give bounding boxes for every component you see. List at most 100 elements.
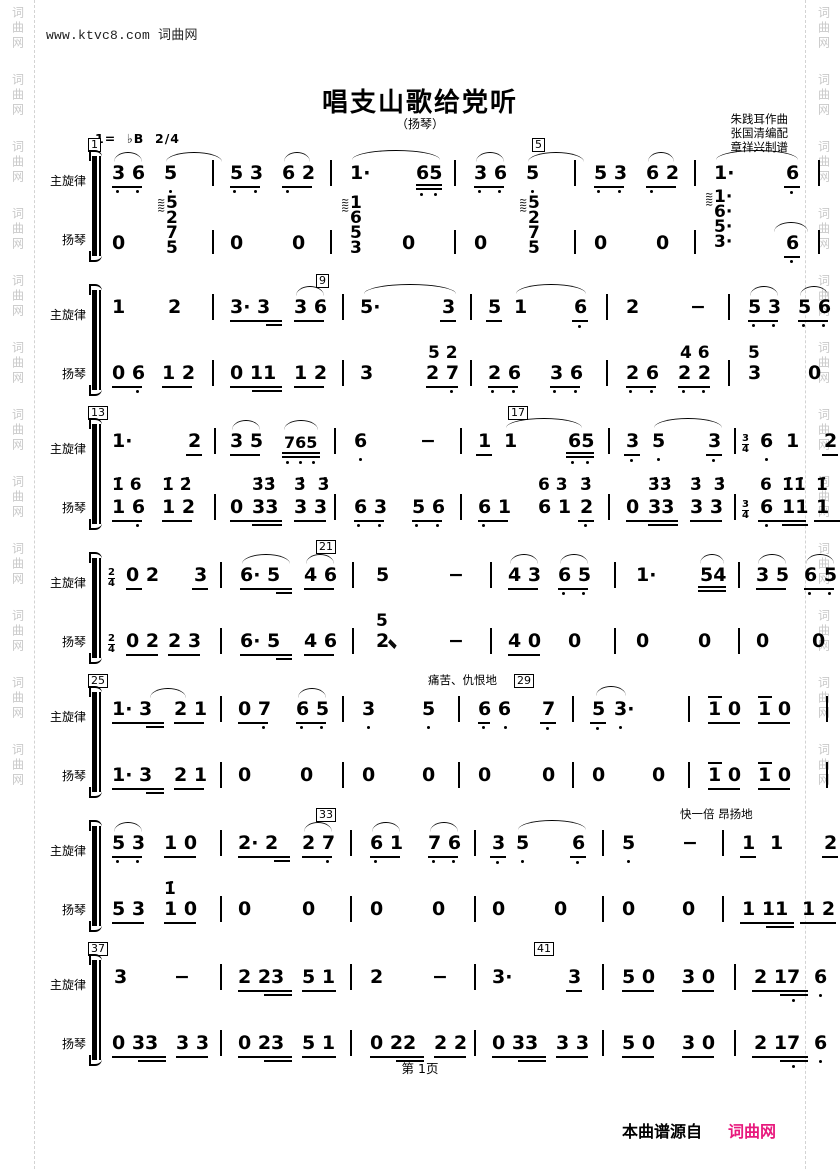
source-text: 本曲谱源自 bbox=[621, 1122, 702, 1141]
watermark-text: 词曲网 bbox=[816, 207, 831, 252]
staff-labels: 主旋律 扬琴 bbox=[40, 954, 88, 1066]
staff-labels: 主旋律 扬琴 bbox=[40, 686, 88, 798]
score-area: 1 5 主旋律 扬琴 3 6 5 bbox=[40, 138, 840, 1088]
melody-staff: 5 3 1 0 2· 2 2 7 6 1 bbox=[102, 820, 838, 874]
measure-number: 37 bbox=[88, 942, 108, 956]
watermark-text: 词曲网 bbox=[10, 475, 25, 520]
staves: 1· 2 3 5 765 6 − bbox=[102, 418, 840, 530]
system-brace bbox=[88, 418, 102, 530]
system-brace bbox=[88, 150, 102, 262]
watermark-text: 词曲网 bbox=[10, 408, 25, 453]
yangqin-staff: 0 33 3 3 0 23 5 1 0 22 2 2 bbox=[102, 1008, 827, 1068]
measure-number: 25 bbox=[88, 674, 108, 688]
watermark-text: 词曲网 bbox=[816, 274, 831, 319]
watermark-text: 词曲网 bbox=[10, 73, 25, 118]
credits-block: 朱践耳作曲 张国清编配 章祥兴制谱 bbox=[731, 112, 789, 154]
staff-label-melody: 主旋律 bbox=[49, 710, 86, 724]
system-brace bbox=[88, 820, 102, 932]
page-subtitle: （扬琴） bbox=[395, 117, 444, 131]
watermark-text: 词曲网 bbox=[816, 743, 831, 788]
staff-label-yangqin: 扬琴 bbox=[61, 903, 86, 917]
measure-number: 41 bbox=[534, 942, 554, 956]
site-url: www.ktvc8.com bbox=[46, 28, 151, 43]
watermark-text: 词曲网 bbox=[10, 6, 25, 51]
staves: 3 6 5 5 3 6 2 bbox=[102, 150, 820, 263]
system-2: 9 主旋律 扬琴 1 2 3· 3 3 6 bbox=[40, 274, 831, 396]
staff-labels: 主旋律 扬琴 bbox=[40, 820, 88, 932]
measure-number: 21 bbox=[316, 540, 336, 554]
source-brand: 词曲网 bbox=[727, 1122, 776, 1141]
arpeggio-icon: ≀≀≀≀≀ bbox=[703, 192, 714, 206]
page-number: 第 1页 bbox=[401, 1061, 439, 1076]
site-name: 词曲网 bbox=[158, 28, 198, 43]
page-title: 唱支山歌给党听 bbox=[321, 88, 518, 118]
system-7: 37 41 主旋律 扬琴 3 − 2 23 5 1 bbox=[40, 942, 827, 1068]
measure-number: 5 bbox=[532, 138, 545, 152]
watermark-text: 词曲网 bbox=[816, 6, 831, 51]
staff-label-yangqin: 扬琴 bbox=[61, 1037, 86, 1051]
system-1: 1 5 主旋律 扬琴 3 6 5 bbox=[40, 138, 820, 263]
system-brace bbox=[88, 954, 102, 1066]
watermark-text: 词曲网 bbox=[816, 408, 831, 453]
key-signature: 1= ♭B 2/4 bbox=[95, 131, 180, 146]
expression-marking: 快一倍 昂扬地 bbox=[680, 807, 753, 821]
arpeggio-icon: ≀≀≀≀≀ bbox=[339, 198, 350, 212]
system-brace bbox=[88, 686, 102, 798]
melody-staff: 1· 3 2 1 0 7 6 5 3 bbox=[102, 686, 828, 740]
staff-label-melody: 主旋律 bbox=[49, 576, 86, 590]
system-5: 25 痛苦、仇恨地 29 主旋律 扬琴 1· 3 2 1 0 7 bbox=[40, 673, 828, 798]
watermark-text: 词曲网 bbox=[10, 609, 25, 654]
arpeggio-icon: ≀≀≀≀≀ bbox=[517, 198, 528, 212]
watermark-text: 词曲网 bbox=[816, 341, 831, 386]
staff-label-yangqin: 扬琴 bbox=[61, 769, 86, 783]
staves: 3 − 2 23 5 1 2 − 3· 3 5 0 bbox=[102, 954, 827, 1068]
staff-label-melody: 主旋律 bbox=[49, 442, 86, 456]
staff-label-yangqin: 扬琴 bbox=[61, 635, 86, 649]
staff-labels: 主旋律 扬琴 bbox=[40, 284, 88, 396]
staff-label-melody: 主旋律 bbox=[49, 308, 86, 322]
expression-marking: 痛苦、仇恨地 bbox=[428, 673, 497, 687]
credit-composer: 朱践耳作曲 bbox=[730, 112, 789, 126]
melody-staff: 3 − 2 23 5 1 2 − 3· 3 5 0 bbox=[102, 954, 827, 1008]
watermark-text: 词曲网 bbox=[816, 475, 831, 520]
watermark-text: 词曲网 bbox=[10, 542, 25, 587]
yangqin-staff: 0 ≀≀≀≀≀ 5 2 7 5 0 0 ≀≀≀≀≀ 1 6 5 3 0 0 ≀≀… bbox=[102, 189, 820, 263]
watermark-text: 词曲网 bbox=[816, 609, 831, 654]
watermark-text: 词曲网 bbox=[816, 73, 831, 118]
staff-labels: 主旋律 扬琴 bbox=[40, 552, 88, 664]
watermark-text: 词曲网 bbox=[10, 140, 25, 185]
watermark-text: 词曲网 bbox=[10, 274, 25, 319]
measure-number: 13 bbox=[88, 406, 108, 420]
measure-number: 9 bbox=[316, 274, 329, 288]
arpeggio-icon: ≀≀≀≀≀ bbox=[155, 198, 166, 212]
staff-label-melody: 主旋律 bbox=[49, 174, 86, 188]
staff-label-melody: 主旋律 bbox=[49, 844, 86, 858]
system-brace bbox=[88, 284, 102, 396]
staff-labels: 主旋律 扬琴 bbox=[40, 418, 88, 530]
yangqin-staff: 5 3 1̇ 1 0 0 0 0 0 0 0 0 0 bbox=[102, 874, 836, 932]
system-6: 33 快一倍 昂扬地 主旋律 扬琴 5 3 1 0 bbox=[40, 807, 838, 932]
staff-label-yangqin: 扬琴 bbox=[61, 367, 86, 381]
watermark-text: 词曲网 bbox=[816, 140, 831, 185]
system-brace bbox=[88, 552, 102, 664]
melody-staff: 1· 2 3 5 765 6 − bbox=[102, 418, 838, 472]
staff-labels: 主旋律 扬琴 bbox=[40, 150, 88, 262]
credit-arranger: 张国清编配 bbox=[730, 126, 789, 140]
measure-number: 29 bbox=[514, 674, 534, 688]
watermark-text: 词曲网 bbox=[816, 676, 831, 721]
staves: 1 2 3· 3 3 6 5· 3 5 bbox=[102, 284, 831, 396]
system-3: 13 17 主旋律 扬琴 1· 2 3 5 765 bbox=[40, 406, 840, 530]
staves: 5 3 1 0 2· 2 2 7 6 1 bbox=[102, 820, 838, 932]
yangqin-staff: 1̇ 6 1 6 1̇ 2̇ 1 2 0 3̇3̇ 33 3̇ 3̇ 3 3 bbox=[102, 472, 840, 530]
watermark-text: 词曲网 bbox=[10, 207, 25, 252]
watermark-text: 词曲网 bbox=[10, 341, 25, 386]
melody-staff: 1 2 3· 3 3 6 5· 3 5 bbox=[102, 284, 831, 338]
yangqin-staff: 0 6 1 2 0 11 1 2 3 5 2 2 7 bbox=[102, 338, 821, 396]
watermark-rail-left: 词曲网 词曲网 词曲网 词曲网 词曲网 词曲网 词曲网 词曲网 词曲网 词曲网 … bbox=[0, 0, 35, 1169]
